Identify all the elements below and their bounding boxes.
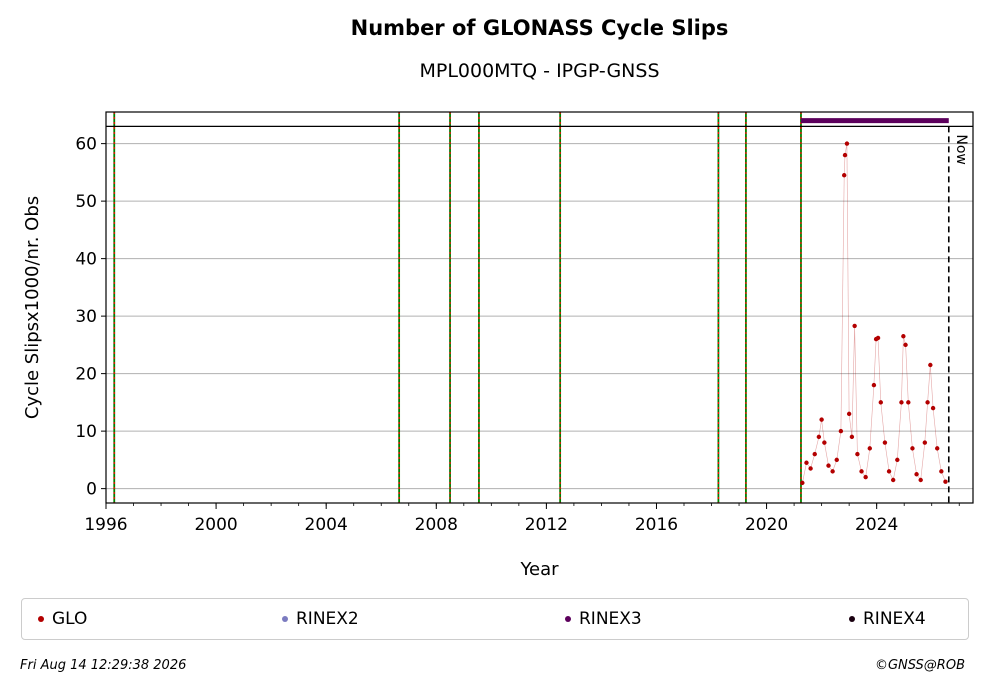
x-tick-label: 2012: [525, 515, 568, 535]
legend-item-rinex2: RINEX2: [282, 599, 359, 639]
data-point-glo: [841, 173, 847, 178]
legend-item-glo: GLO: [38, 599, 87, 639]
glo-trace: [802, 143, 946, 483]
data-point-glo: [804, 460, 809, 465]
x-tick-label: 2016: [635, 515, 678, 535]
x-tick-label: 2004: [305, 515, 348, 535]
legend-marker-rinex2: [282, 616, 288, 622]
data-point-glo: [846, 411, 852, 417]
plot-frame: [105, 111, 974, 504]
data-point-glo: [901, 334, 906, 339]
chart-subtitle: MPL000MTQ - IPGP-GNSS: [419, 60, 660, 82]
legend-label-rinex4: RINEX4: [863, 609, 926, 629]
data-point-glo: [819, 417, 824, 422]
y-tick-label: 0: [86, 480, 97, 500]
x-tick-label: 2024: [855, 515, 898, 535]
data-point-glo: [922, 440, 928, 445]
data-point-glo: [875, 335, 881, 341]
legend-label-rinex2: RINEX2: [296, 609, 359, 629]
data-point-glo: [899, 400, 904, 405]
data-point-glo: [816, 434, 822, 440]
x-tick-label: 2020: [745, 515, 788, 535]
data-point-glo: [914, 472, 919, 477]
data-point-glo: [838, 428, 844, 434]
data-point-glo: [855, 451, 860, 457]
data-point-glo: [935, 446, 940, 451]
data-point-glo: [939, 469, 944, 474]
y-tick-label: 50: [75, 192, 97, 212]
data-point-glo: [890, 477, 896, 483]
data-point-glo: [878, 400, 883, 405]
data-point-glo: [842, 152, 848, 158]
data-point-glo: [895, 457, 900, 463]
data-point-glo: [882, 440, 888, 445]
data-point-glo: [830, 469, 835, 474]
data-point-glo: [925, 400, 930, 405]
y-tick-label: 30: [75, 307, 97, 327]
data-point-glo: [812, 451, 817, 457]
legend-marker-rinex3: [565, 616, 571, 622]
data-point-glo: [867, 446, 872, 451]
data-point-glo: [903, 342, 908, 348]
data-point-glo: [886, 469, 892, 474]
chart-title: Number of GLONASS Cycle Slips: [350, 16, 729, 40]
data-point-glo: [906, 400, 911, 405]
x-tick-label: 1996: [84, 515, 127, 535]
data-point-glo: [822, 440, 827, 445]
data-point-glo: [826, 463, 831, 468]
data-point-glo: [928, 362, 933, 368]
y-tick-label: 10: [75, 422, 97, 442]
now-label: Now: [953, 134, 969, 165]
legend: GLO RINEX2 RINEX3 RINEX4: [21, 598, 969, 640]
data-point-glo: [863, 474, 868, 480]
data-point-glo: [918, 477, 923, 483]
data-point-glo: [871, 382, 877, 388]
data-point-glo: [800, 480, 805, 486]
y-tick-label: 60: [75, 135, 97, 155]
legend-item-rinex4: RINEX4: [849, 599, 926, 639]
data-point-glo: [844, 141, 850, 146]
footer-credit: ©GNSS@ROB: [874, 658, 965, 673]
data-point-glo: [849, 434, 855, 440]
legend-marker-glo: [38, 616, 44, 622]
legend-label-rinex3: RINEX3: [579, 609, 642, 629]
legend-label-glo: GLO: [52, 609, 88, 629]
x-tick-label: 2000: [194, 515, 237, 535]
x-tick-label: 2008: [415, 515, 458, 535]
y-axis-label: Cycle Slipsx1000/nr. Obs: [22, 196, 43, 419]
data-point-glo: [808, 466, 813, 471]
data-point-glo: [910, 446, 915, 451]
x-axis-label: Year: [519, 559, 559, 580]
data-point-glo: [943, 479, 948, 484]
legend-item-rinex3: RINEX3: [565, 599, 642, 639]
data-point-glo: [852, 323, 857, 329]
legend-marker-rinex4: [849, 616, 855, 622]
data-point-glo: [930, 405, 936, 411]
data-point-glo: [834, 457, 839, 463]
y-tick-label: 40: [75, 250, 97, 270]
data-point-glo: [859, 469, 864, 474]
footer-timestamp: Fri Aug 14 12:29:38 2026: [20, 658, 187, 673]
y-tick-label: 20: [75, 365, 97, 385]
